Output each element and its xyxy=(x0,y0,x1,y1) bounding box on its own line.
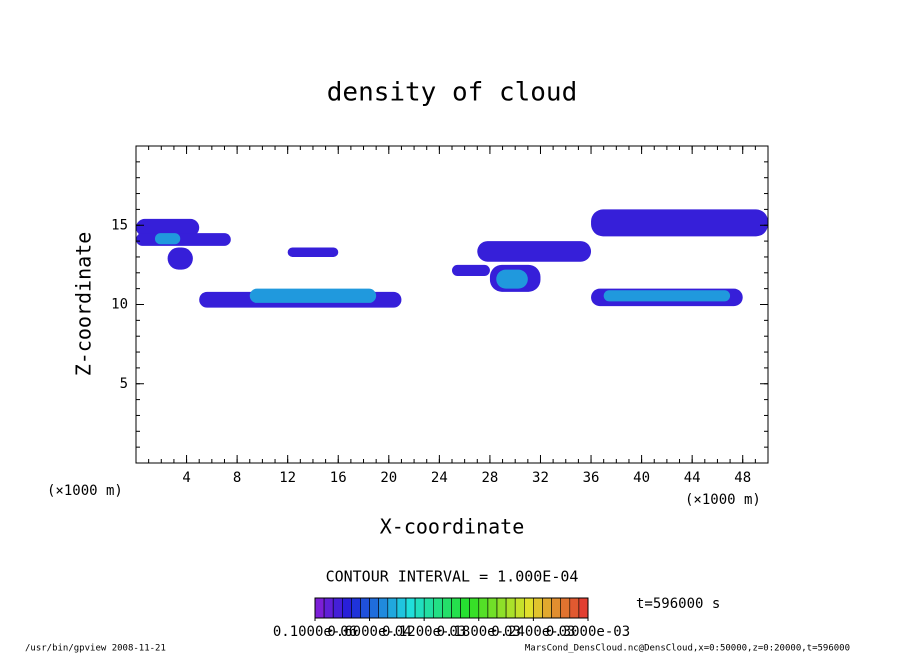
cloud-patch xyxy=(591,209,768,237)
colorbar-segment xyxy=(460,597,471,619)
cloud-patch xyxy=(154,233,181,245)
footer-left: /usr/bin/gpview 2008-11-21 xyxy=(25,644,166,654)
colorbar-segment xyxy=(569,597,580,619)
x-tick-label: 24 xyxy=(431,470,448,486)
colorbar-tick-label: 0.1000e-06 xyxy=(273,624,357,640)
x-tick-label: 16 xyxy=(330,470,347,486)
colorbar-segment xyxy=(396,597,407,619)
colorbar-tick-label: 0.2400e-03 xyxy=(491,624,575,640)
colorbar-segment xyxy=(451,597,461,619)
contour-interval: CONTOUR INTERVAL = 1.000E-04 xyxy=(326,568,579,586)
colorbar-segment xyxy=(496,597,507,619)
colorbar-segment xyxy=(533,597,543,619)
colorbar-segment xyxy=(341,597,352,619)
colorbar-segment xyxy=(414,597,425,619)
x-tick-label: 28 xyxy=(481,470,498,486)
y-tick-label: 5 xyxy=(120,376,128,392)
cloud-patch xyxy=(496,269,528,289)
colorbar-tick-label: 0.1200e-03 xyxy=(382,624,466,640)
colorbar-segment xyxy=(405,597,416,619)
colorbar-segment xyxy=(323,597,334,619)
cloud-patch xyxy=(477,241,592,262)
x-unit: (×1000 m) xyxy=(685,492,761,508)
colorbar-segment xyxy=(514,597,525,619)
cloud-patch xyxy=(452,264,490,276)
colorbar-segment xyxy=(432,597,443,619)
y-axis-label: Z-coordinate xyxy=(72,232,96,377)
cloud-patch xyxy=(136,233,231,246)
y-tick-label: 10 xyxy=(111,297,128,313)
colorbar-tick-label: 0.1800e-03 xyxy=(437,624,521,640)
colorbar-segment xyxy=(578,597,589,619)
cloud-patch xyxy=(603,290,731,302)
colorbar-segment xyxy=(442,597,452,619)
cloud-patch xyxy=(167,247,193,270)
colorbar-segment xyxy=(314,597,325,619)
colorbar-segment xyxy=(351,597,361,619)
colorbar-segment xyxy=(387,597,398,619)
x-tick-label: 32 xyxy=(532,470,549,486)
colorbar-segment xyxy=(523,597,534,619)
x-tick-label: 20 xyxy=(380,470,397,486)
colorbar-tick-label: 0.3000e-03 xyxy=(546,624,630,640)
y-tick-label: 15 xyxy=(111,217,128,233)
chart-title: density of cloud xyxy=(327,78,577,108)
x-tick-label: 8 xyxy=(233,470,241,486)
x-tick-label: 12 xyxy=(279,470,296,486)
x-tick-label: 4 xyxy=(182,470,190,486)
colorbar-tick-label: 0.6000e-04 xyxy=(327,624,411,640)
colorbar-segment xyxy=(551,597,561,619)
colorbar-frame xyxy=(314,597,589,619)
x-tick-label: 48 xyxy=(734,470,751,486)
x-axis-label: X-coordinate xyxy=(380,515,525,539)
x-tick-label: 36 xyxy=(583,470,600,486)
colorbar-segment xyxy=(378,597,389,619)
x-tick-label: 44 xyxy=(684,470,701,486)
x-tick-label: 40 xyxy=(633,470,650,486)
colorbar-segment xyxy=(505,597,516,619)
colorbar-segment xyxy=(369,597,380,619)
cloud-patch xyxy=(136,218,200,237)
colorbar-segment xyxy=(332,597,343,619)
cloud-patch xyxy=(287,247,339,257)
colorbar-segment xyxy=(360,597,370,619)
colorbar-segment xyxy=(487,597,498,619)
y-unit: (×1000 m) xyxy=(47,483,123,499)
footer-right: MarsCond_DensCloud.nc@DensCloud,x=0:5000… xyxy=(525,644,850,654)
colorbar-segment xyxy=(423,597,434,619)
colorbar-segment xyxy=(469,597,480,619)
colorbar-segment xyxy=(478,597,489,619)
cloud-patch xyxy=(249,288,377,303)
time-label: t=596000 s xyxy=(636,596,720,612)
colorbar-segment xyxy=(560,597,571,619)
colorbar-segment xyxy=(542,597,552,619)
